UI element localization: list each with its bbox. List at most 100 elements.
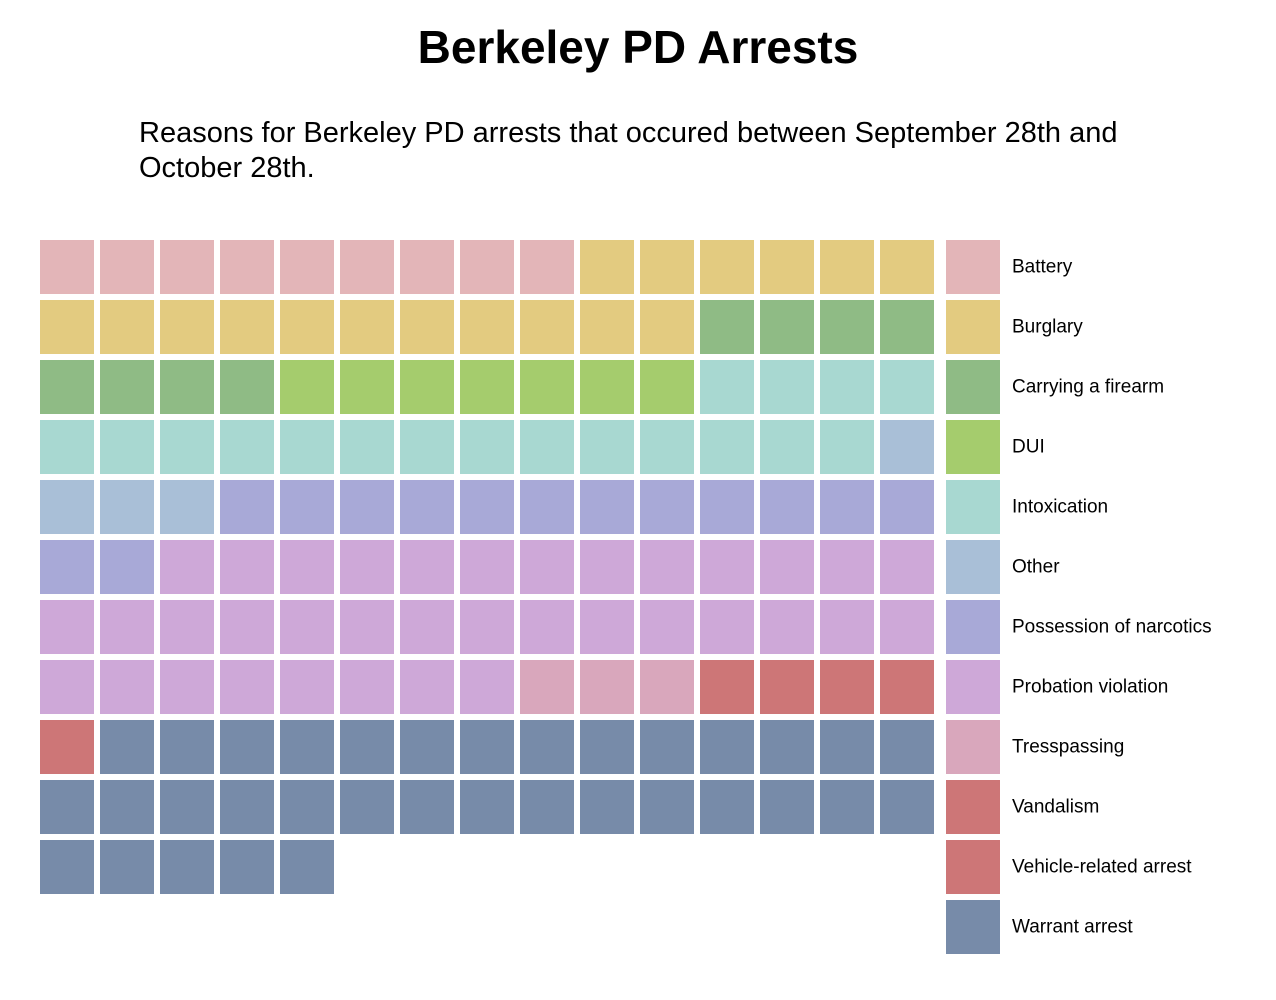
- waffle-cell: [520, 360, 574, 414]
- waffle-cell: [100, 420, 154, 474]
- legend-swatch: [946, 300, 1000, 354]
- legend-label: Carrying a firearm: [1012, 377, 1164, 398]
- waffle-cell: [760, 360, 814, 414]
- legend-swatch: [946, 240, 1000, 294]
- waffle-cell: [640, 540, 694, 594]
- waffle-cell: [100, 660, 154, 714]
- waffle-cell: [40, 420, 94, 474]
- waffle-cell: [700, 420, 754, 474]
- waffle-cell: [100, 360, 154, 414]
- waffle-cell: [160, 240, 214, 294]
- waffle-cell: [820, 360, 874, 414]
- waffle-cell: [820, 240, 874, 294]
- waffle-cell: [40, 840, 94, 894]
- legend-label: Burglary: [1012, 317, 1083, 338]
- waffle-cell: [460, 480, 514, 534]
- legend-swatch: [946, 840, 1000, 894]
- waffle-cell: [340, 420, 394, 474]
- waffle-cell: [520, 600, 574, 654]
- waffle-cell: [580, 720, 634, 774]
- waffle-cell: [40, 540, 94, 594]
- waffle-cell: [160, 600, 214, 654]
- waffle-cell: [460, 780, 514, 834]
- waffle-cell: [280, 360, 334, 414]
- waffle-cell: [160, 540, 214, 594]
- waffle-cell: [160, 480, 214, 534]
- legend-swatch: [946, 360, 1000, 414]
- waffle-cell: [160, 840, 214, 894]
- waffle-cell: [880, 360, 934, 414]
- waffle-cell: [400, 360, 454, 414]
- waffle-cell: [760, 420, 814, 474]
- waffle-cell: [220, 720, 274, 774]
- waffle-cell: [580, 540, 634, 594]
- waffle-cell: [520, 780, 574, 834]
- legend-swatch: [946, 660, 1000, 714]
- chart-subtitle: Reasons for Berkeley PD arrests that occ…: [139, 117, 1118, 184]
- waffle-cell: [40, 360, 94, 414]
- waffle-cell: [580, 600, 634, 654]
- waffle-cell: [700, 780, 754, 834]
- waffle-cell: [460, 420, 514, 474]
- waffle-cell: [100, 300, 154, 354]
- legend-label: Possession of narcotics: [1012, 617, 1212, 638]
- legend: Battery Burglary Carrying a firearm DUI Into…: [946, 240, 1212, 954]
- waffle-cell: [520, 720, 574, 774]
- waffle-cell: [640, 780, 694, 834]
- waffle-cell: [400, 600, 454, 654]
- legend-label: Vandalism: [1012, 797, 1099, 818]
- waffle-cell: [760, 480, 814, 534]
- waffle-cell: [880, 300, 934, 354]
- waffle-cell: [700, 300, 754, 354]
- waffle-cell: [640, 600, 694, 654]
- waffle-cell: [220, 300, 274, 354]
- waffle-cell: [820, 720, 874, 774]
- waffle-cell: [220, 240, 274, 294]
- chart-title: Berkeley PD Arrests: [417, 21, 859, 73]
- waffle-cell: [40, 480, 94, 534]
- waffle-cell: [580, 480, 634, 534]
- waffle-cell: [340, 600, 394, 654]
- waffle-cell: [100, 480, 154, 534]
- waffle-cell: [160, 660, 214, 714]
- legend-swatch: [946, 720, 1000, 774]
- waffle-cell: [460, 720, 514, 774]
- waffle-cell: [880, 240, 934, 294]
- legend-label: Battery: [1012, 257, 1073, 278]
- waffle-cell: [820, 780, 874, 834]
- waffle-cell: [820, 540, 874, 594]
- waffle-cell: [280, 480, 334, 534]
- legend-swatch: [946, 600, 1000, 654]
- waffle-cell: [700, 480, 754, 534]
- waffle-cell: [160, 780, 214, 834]
- waffle-cell: [280, 540, 334, 594]
- waffle-cell: [280, 600, 334, 654]
- waffle-cell: [400, 780, 454, 834]
- waffle-cell: [280, 840, 334, 894]
- waffle-cell: [820, 600, 874, 654]
- legend-label: DUI: [1012, 437, 1045, 458]
- waffle-cell: [160, 420, 214, 474]
- waffle-cell: [640, 300, 694, 354]
- waffle-cell: [760, 240, 814, 294]
- legend-label: Tresspassing: [1012, 737, 1124, 758]
- waffle-cell: [820, 660, 874, 714]
- waffle-cells: [40, 240, 934, 894]
- waffle-cell: [340, 360, 394, 414]
- waffle-cell: [580, 360, 634, 414]
- waffle-cell: [520, 240, 574, 294]
- waffle-cell: [760, 720, 814, 774]
- waffle-cell: [220, 780, 274, 834]
- waffle-cell: [340, 480, 394, 534]
- waffle-cell: [580, 300, 634, 354]
- legend-label: Warrant arrest: [1012, 917, 1133, 938]
- waffle-cell: [460, 300, 514, 354]
- waffle-cell: [640, 360, 694, 414]
- waffle-cell: [700, 600, 754, 654]
- waffle-cell: [400, 480, 454, 534]
- waffle-cell: [640, 240, 694, 294]
- waffle-cell: [340, 660, 394, 714]
- waffle-cell: [700, 540, 754, 594]
- waffle-cell: [100, 240, 154, 294]
